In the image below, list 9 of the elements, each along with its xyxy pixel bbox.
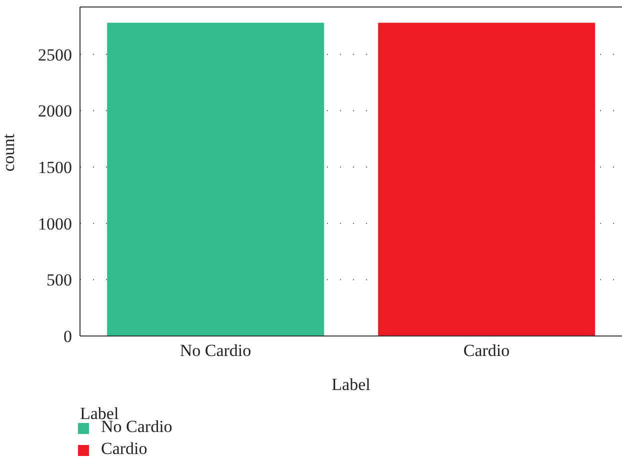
y-axis-title: count (0, 133, 18, 172)
legend-label: Cardio (101, 439, 148, 458)
y-tick-label: 2500 (38, 45, 72, 64)
y-tick-label: 2000 (38, 102, 72, 121)
x-axis-title: Label (332, 375, 371, 394)
y-tick-label: 500 (46, 270, 72, 290)
y-tick-label: 1500 (38, 158, 72, 178)
y-tick-label: 0 (64, 327, 72, 346)
y-tick-label: 1000 (38, 214, 72, 234)
